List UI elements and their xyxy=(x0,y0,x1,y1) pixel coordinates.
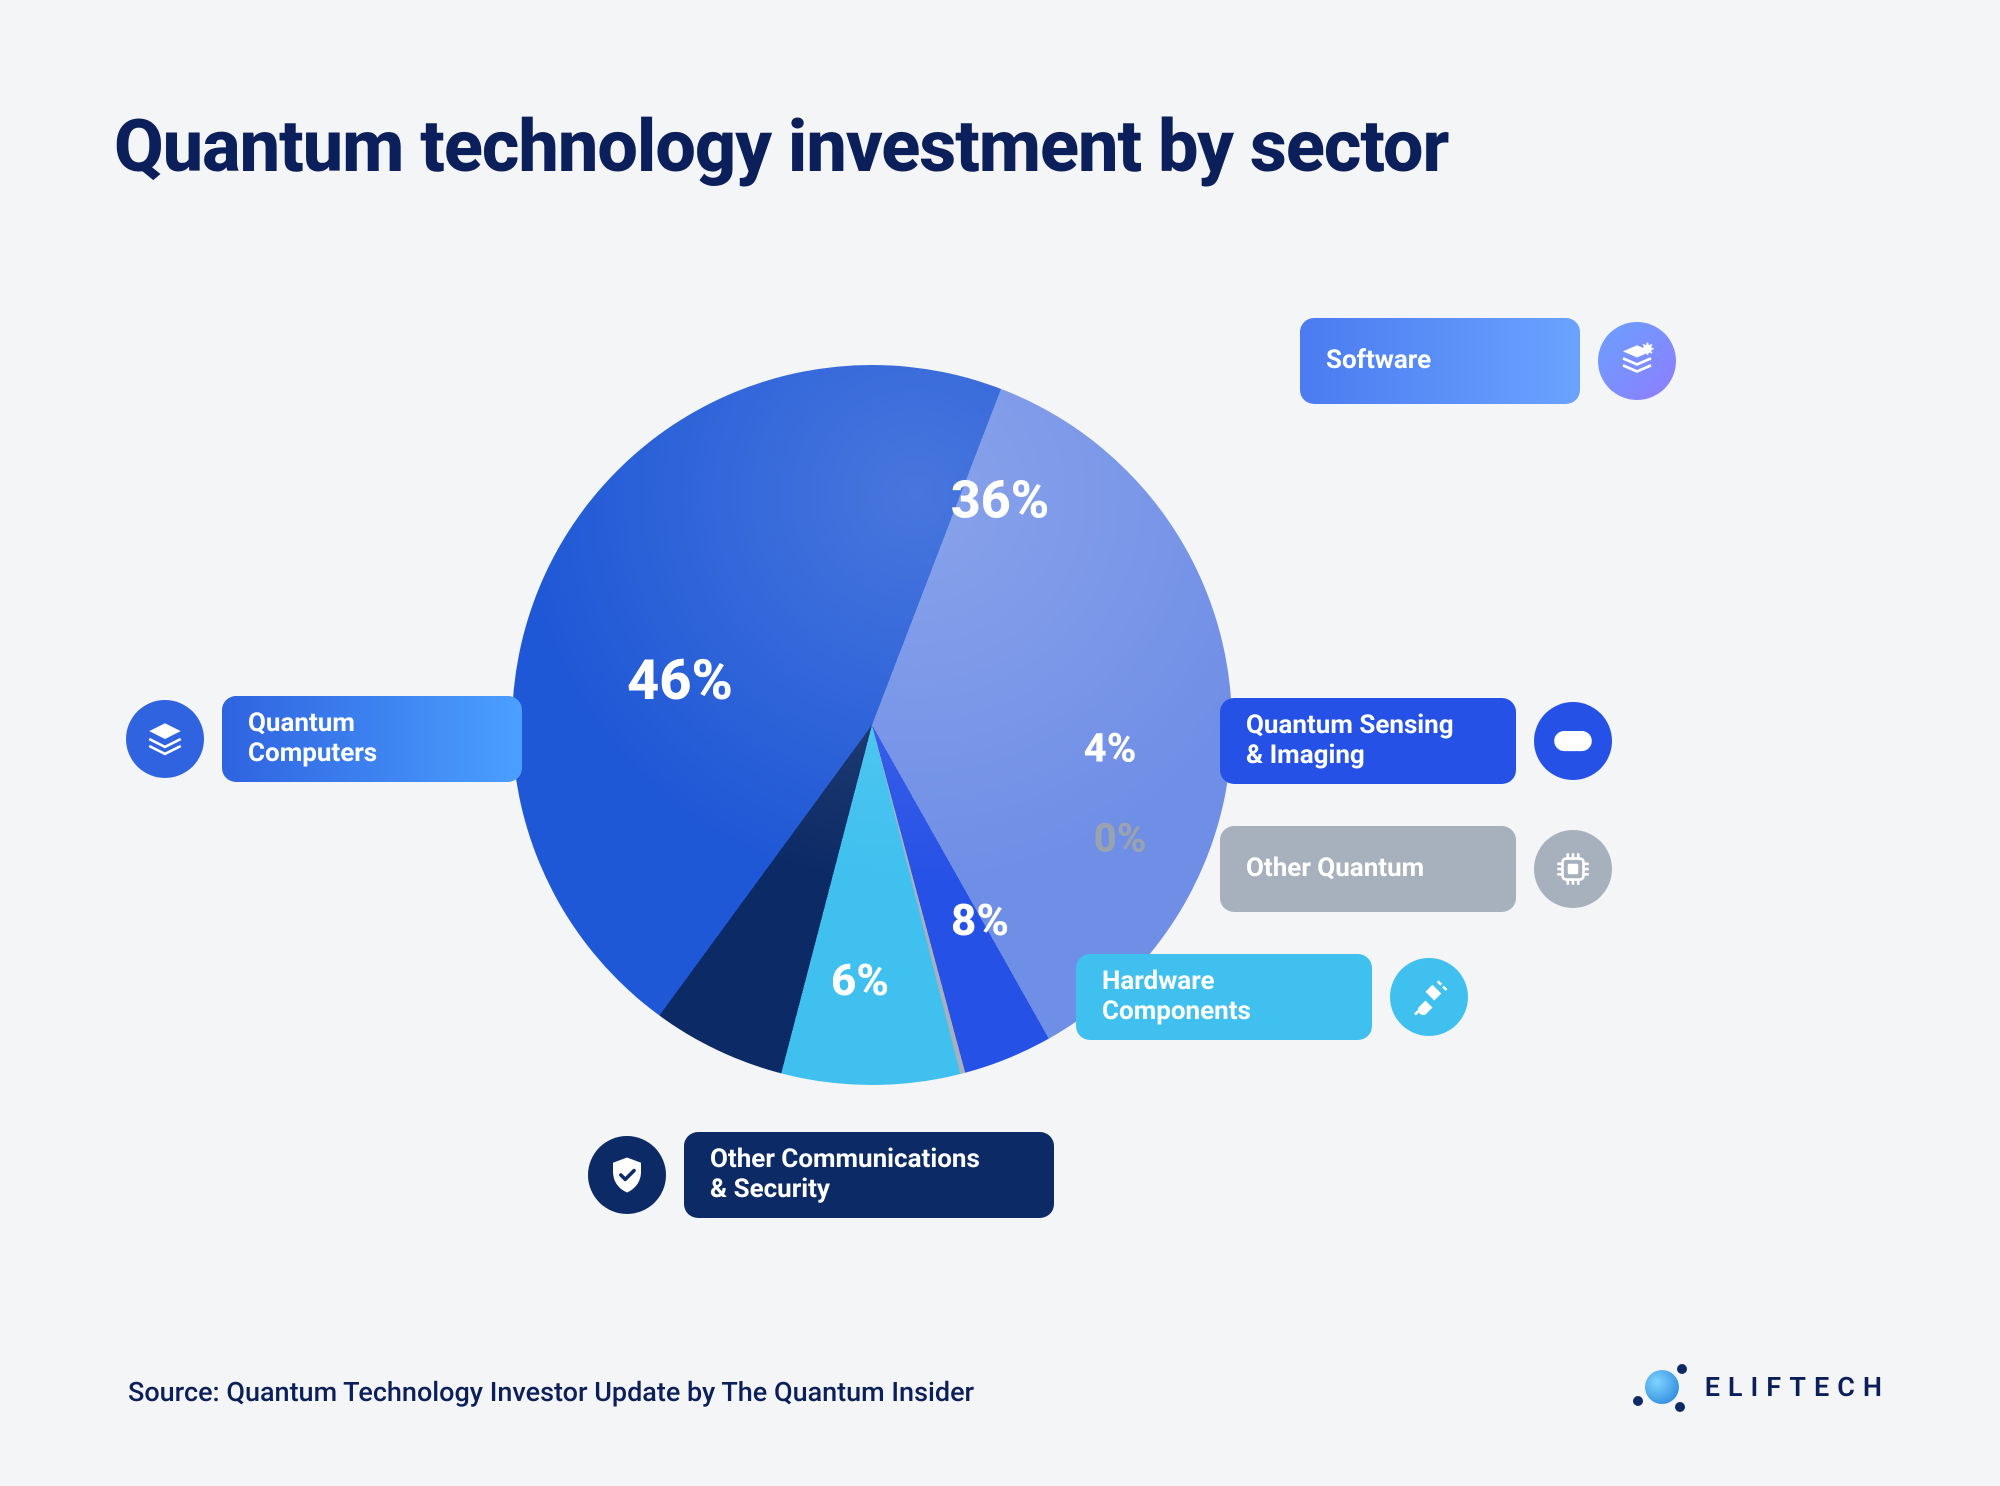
page-title: Quantum technology investment by sector xyxy=(114,104,1448,189)
layers-icon xyxy=(126,700,204,778)
legend-software: Software xyxy=(1300,318,1676,404)
chart-stage: Quantum technology investment by sector … xyxy=(0,0,2000,1486)
pct-label-comms_security: 6% xyxy=(831,954,889,1006)
legend-other_quantum: Other Quantum xyxy=(1220,826,1612,912)
pct-label-computers: 46% xyxy=(627,647,733,713)
chip-icon xyxy=(1534,830,1612,908)
pct-label-other_quantum: 0% xyxy=(1094,815,1147,862)
legend-hardware: HardwareComponents xyxy=(1076,954,1468,1040)
legend-sensing: Quantum Sensing& Imaging xyxy=(1220,698,1612,784)
plug-icon xyxy=(1390,958,1468,1036)
legend-pill-computers: QuantumComputers xyxy=(222,696,522,782)
legend-computers: QuantumComputers xyxy=(126,696,522,782)
goggles-icon xyxy=(1534,702,1612,780)
brand-text: ELIFTECH xyxy=(1705,1371,1890,1403)
legend-label-other_quantum: Other Quantum xyxy=(1246,854,1424,884)
legend-label-software: Software xyxy=(1326,346,1431,376)
pct-label-hardware: 8% xyxy=(951,894,1009,946)
legend-pill-software: Software xyxy=(1300,318,1580,404)
stack-gear-icon xyxy=(1598,322,1676,400)
source-text: Source: Quantum Technology Investor Upda… xyxy=(128,1376,974,1408)
legend-pill-hardware: HardwareComponents xyxy=(1076,954,1372,1040)
brand-mark-icon xyxy=(1635,1360,1689,1414)
legend-label-comms_security: Other Communications& Security xyxy=(710,1145,980,1205)
legend-label-sensing: Quantum Sensing& Imaging xyxy=(1246,711,1454,771)
pct-label-sensing: 4% xyxy=(1084,725,1137,772)
legend-pill-sensing: Quantum Sensing& Imaging xyxy=(1220,698,1516,784)
legend-comms_security: Other Communications& Security xyxy=(588,1132,1054,1218)
legend-label-computers: QuantumComputers xyxy=(248,709,377,769)
legend-pill-other_quantum: Other Quantum xyxy=(1220,826,1516,912)
pct-label-software: 36% xyxy=(951,470,1050,531)
brand-logo: ELIFTECH xyxy=(1635,1360,1890,1414)
shield-icon xyxy=(588,1136,666,1214)
legend-label-hardware: HardwareComponents xyxy=(1102,967,1251,1027)
legend-pill-comms_security: Other Communications& Security xyxy=(684,1132,1054,1218)
